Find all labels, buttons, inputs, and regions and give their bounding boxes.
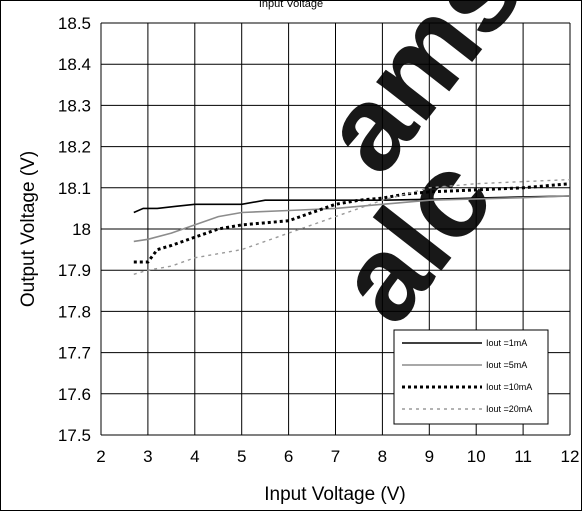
series-group [133, 178, 571, 275]
y-tick-label: 17.7 [58, 344, 91, 363]
y-tick-label: 17.5 [58, 426, 91, 445]
series-line-4 [133, 178, 571, 275]
x-tick-label: 5 [237, 447, 246, 466]
legend-box [393, 329, 549, 425]
y-tick-label: 17.6 [58, 385, 91, 404]
y-axis-title: Output Voltage (V) [18, 151, 39, 307]
x-tick-label: 8 [378, 447, 387, 466]
y-tick-label: 18 [72, 220, 91, 239]
legend-label: Iout =20mA [486, 404, 532, 414]
legend-label: Iout =1mA [486, 338, 527, 348]
x-tick-label: 10 [467, 447, 486, 466]
watermark: alc ams [295, 0, 548, 346]
x-tick-label: 6 [284, 447, 293, 466]
y-tick-label: 18.3 [58, 96, 91, 115]
tick-labels: 2 3 4 5 6 7 8 9 10 11 12 17.5 17.6 17.7 17.8 17.9 18 18.1… [58, 14, 580, 466]
x-tick-label: 7 [331, 447, 340, 466]
x-tick-label: 3 [143, 447, 152, 466]
legend: Iout =1mA Iout =5mA Iout =10mA Iout =20mA [393, 329, 549, 425]
x-axis-title: Input Voltage (V) [264, 484, 406, 505]
top-caption: Input Voltage [258, 0, 324, 10]
y-tick-label: 17.8 [58, 302, 91, 321]
legend-label: Iout =10mA [486, 382, 532, 392]
svg-text:ams: ams [295, 0, 548, 196]
x-tick-label: 2 [96, 447, 105, 466]
x-tick-label: 11 [514, 447, 532, 466]
y-tick-label: 18.1 [58, 179, 91, 198]
y-tick-label: 18.5 [58, 14, 91, 33]
y-tick-label: 17.9 [58, 261, 91, 280]
y-tick-label: 18.2 [58, 138, 91, 157]
x-tick-label: 4 [190, 447, 199, 466]
y-tick-label: 18.4 [58, 55, 91, 74]
x-tick-label: 12 [561, 447, 580, 466]
legend-label: Iout =5mA [486, 360, 527, 370]
series-line-2 [133, 195, 571, 243]
x-tick-label: 9 [425, 447, 434, 466]
series-line-1 [133, 195, 571, 214]
